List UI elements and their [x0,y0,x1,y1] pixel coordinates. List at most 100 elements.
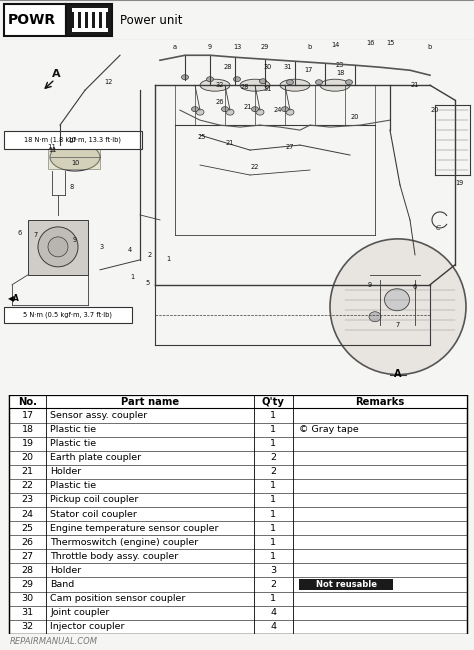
Text: b: b [428,44,432,50]
Text: 21: 21 [244,104,252,110]
Bar [66,4,112,36]
Text: Holder: Holder [50,467,82,476]
Text: 19: 19 [21,439,34,448]
Ellipse shape [282,107,289,112]
Text: Injector coupler: Injector coupler [50,622,125,631]
Text: 1: 1 [270,439,276,448]
Text: 18 N·m (1.8 kgf·m, 13.3 ft·lb): 18 N·m (1.8 kgf·m, 13.3 ft·lb) [25,137,121,144]
Text: 20: 20 [351,114,359,120]
Text: 1: 1 [270,425,276,434]
Text: 28: 28 [21,566,34,575]
Text: 31: 31 [284,64,292,70]
Text: 7: 7 [34,232,38,238]
Text: 27: 27 [286,144,294,150]
Text: Plastic tie: Plastic tie [50,439,96,448]
Text: 11: 11 [48,147,56,153]
Text: 1: 1 [270,482,276,490]
Text: 8: 8 [70,184,74,190]
Text: 4: 4 [128,247,132,253]
Bar [4,307,132,322]
Text: 23: 23 [21,495,34,504]
Bar [81,12,85,28]
Text: © Gray tape: © Gray tape [299,425,358,434]
Text: Band: Band [50,580,74,589]
Ellipse shape [369,312,381,322]
Text: Pickup coil coupler: Pickup coil coupler [50,495,138,504]
Text: 1: 1 [270,594,276,603]
Text: 26: 26 [216,99,224,105]
Text: Engine temperature sensor coupler: Engine temperature sensor coupler [50,524,219,532]
Text: 1: 1 [270,524,276,532]
Text: 10: 10 [67,137,76,143]
Text: 22: 22 [251,164,259,170]
Ellipse shape [384,289,410,311]
Text: 25: 25 [198,134,206,140]
Text: 4: 4 [270,608,276,617]
Text: 1: 1 [270,411,276,420]
Text: 1: 1 [270,495,276,504]
Ellipse shape [182,75,189,80]
Text: 19: 19 [455,180,463,186]
Text: 7: 7 [396,322,400,328]
Bar [4,131,142,149]
Text: Holder: Holder [50,566,82,575]
Text: Plastic tie: Plastic tie [50,425,96,434]
Ellipse shape [259,79,266,84]
Circle shape [330,239,466,374]
Ellipse shape [286,80,293,84]
Text: 12: 12 [104,79,112,85]
Ellipse shape [207,77,213,82]
Text: Joint coupler: Joint coupler [50,608,109,617]
Text: 29: 29 [21,580,34,589]
Ellipse shape [200,79,230,91]
Text: 9: 9 [368,282,372,288]
Text: Stator coil coupler: Stator coil coupler [50,510,137,519]
Ellipse shape [280,79,310,91]
Text: Earth plate coupler: Earth plate coupler [50,453,141,462]
Text: b: b [308,44,312,50]
Ellipse shape [196,109,204,115]
Text: 6: 6 [18,230,22,236]
Bar [95,12,99,28]
Text: 4: 4 [270,622,276,631]
Text: 2: 2 [270,453,276,462]
Text: 15: 15 [386,40,394,46]
Text: 9: 9 [73,237,77,243]
Text: 20: 20 [431,107,439,113]
Text: C: C [436,225,441,231]
Text: 32: 32 [21,622,34,631]
Text: 1: 1 [270,552,276,561]
Ellipse shape [316,80,322,84]
Text: 27: 27 [21,552,34,561]
Bar [299,579,393,590]
Text: Not reusable: Not reusable [316,580,376,589]
Ellipse shape [221,107,228,112]
Ellipse shape [38,227,78,266]
Bar [48,145,100,169]
Text: 10: 10 [71,160,79,166]
Text: 21: 21 [21,467,34,476]
Text: 22: 22 [21,482,34,490]
Text: 14: 14 [331,42,339,48]
Text: Part name: Part name [121,396,179,406]
Text: A: A [52,69,61,79]
Text: 1: 1 [166,256,170,262]
Text: 5: 5 [146,280,150,286]
Text: Remarks: Remarks [356,396,404,406]
Ellipse shape [191,107,199,112]
Text: 1: 1 [130,274,134,280]
Text: 31: 31 [21,608,34,617]
Bar [88,12,92,28]
Text: 21: 21 [226,140,234,146]
Text: 31: 31 [264,86,272,92]
Text: 28: 28 [224,64,232,70]
Text: 2: 2 [148,252,152,258]
Text: POWR: POWR [8,13,56,27]
Ellipse shape [226,109,234,115]
Text: A: A [394,369,402,378]
Text: 24: 24 [21,510,34,519]
Text: 23: 23 [336,62,344,68]
Bar [72,28,108,32]
Text: Thermoswitch (engine) coupler: Thermoswitch (engine) coupler [50,538,199,547]
Text: 11: 11 [47,144,56,150]
